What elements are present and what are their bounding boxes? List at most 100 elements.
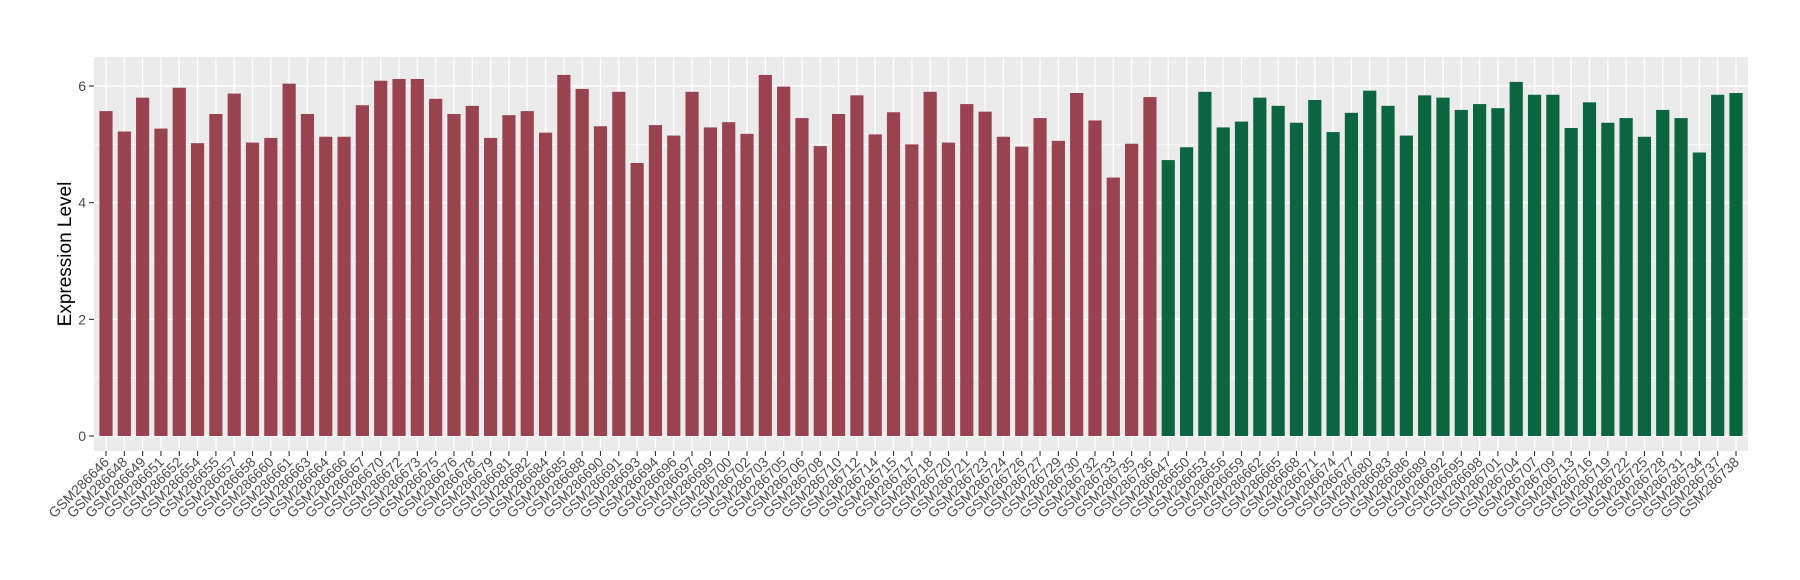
bar — [1088, 120, 1102, 437]
bar — [850, 95, 864, 436]
bar — [502, 115, 516, 437]
bar — [300, 114, 315, 436]
bar — [209, 114, 223, 436]
bar — [1546, 94, 1560, 436]
bar — [996, 136, 1011, 436]
bar — [1253, 97, 1267, 437]
bar — [1656, 109, 1670, 437]
bar — [1711, 94, 1725, 436]
bar — [1289, 122, 1304, 436]
bar — [758, 74, 772, 437]
bar — [1381, 105, 1395, 436]
bar — [1436, 97, 1450, 437]
y-tick-label: 0 — [78, 428, 86, 444]
bar — [1582, 102, 1597, 436]
bar — [813, 146, 827, 436]
bar — [1308, 100, 1322, 436]
bar — [392, 79, 406, 436]
bar — [1179, 147, 1194, 436]
bar — [905, 144, 919, 436]
bar — [886, 112, 901, 436]
bar — [245, 142, 260, 436]
bar — [1326, 132, 1340, 436]
bar — [374, 80, 388, 436]
x-axis: GSM286646GSM286648GSM286649GSM286651GSM2… — [45, 451, 1742, 521]
bar — [612, 91, 626, 436]
bar — [557, 74, 571, 437]
bar — [1601, 122, 1615, 436]
bar — [703, 127, 717, 437]
bar — [264, 137, 278, 437]
bar — [1363, 90, 1377, 437]
bar — [1234, 121, 1249, 436]
bar — [117, 131, 131, 436]
bar — [1216, 127, 1230, 437]
bars — [99, 74, 1743, 437]
bar — [960, 104, 974, 436]
bar — [1125, 143, 1139, 436]
bar — [1418, 95, 1432, 436]
bar — [99, 111, 113, 436]
plot-panel — [94, 57, 1748, 451]
bar — [1619, 118, 1633, 436]
bar — [1344, 112, 1358, 436]
bar — [1033, 118, 1047, 436]
bar — [1051, 140, 1065, 436]
bar — [1198, 91, 1212, 436]
bar — [1454, 109, 1468, 437]
bar — [447, 114, 461, 436]
bar — [538, 132, 553, 437]
bar — [923, 91, 937, 436]
bar — [172, 87, 186, 436]
bar — [1729, 93, 1743, 436]
bar — [831, 114, 846, 436]
bar — [1692, 152, 1706, 436]
bar — [795, 118, 809, 436]
bar — [1399, 135, 1413, 436]
y-axis: 0 2 4 6 — [78, 78, 94, 444]
bar — [355, 105, 369, 436]
bar — [740, 133, 754, 436]
bar — [520, 111, 534, 436]
bar — [1015, 146, 1029, 437]
bar — [685, 91, 699, 436]
bar — [429, 98, 443, 436]
bar — [154, 128, 168, 436]
bar — [1106, 177, 1120, 436]
bar — [1509, 81, 1523, 437]
bar — [282, 83, 296, 437]
bar — [1143, 97, 1157, 436]
y-tick-label: 6 — [78, 78, 86, 94]
bar — [1527, 94, 1542, 436]
bar — [648, 125, 663, 436]
bar — [484, 137, 498, 437]
bar — [465, 105, 479, 436]
bar — [227, 93, 241, 436]
bar — [868, 134, 882, 437]
bar — [1491, 108, 1505, 437]
bar — [319, 136, 333, 436]
bar — [410, 79, 424, 436]
bar — [190, 143, 205, 437]
bar — [667, 135, 681, 436]
bar — [1161, 160, 1175, 436]
bar — [722, 122, 736, 437]
bar — [1674, 118, 1688, 436]
bar — [1637, 136, 1652, 436]
y-tick-label: 2 — [78, 311, 86, 327]
bar — [630, 163, 644, 436]
bar — [575, 88, 589, 437]
bar — [777, 86, 791, 436]
bar — [1070, 93, 1084, 436]
y-tick-label: 4 — [78, 195, 86, 211]
bar — [1564, 128, 1578, 436]
bar — [136, 97, 150, 437]
bar — [337, 136, 351, 436]
bar — [1473, 104, 1487, 436]
bar — [941, 142, 956, 436]
bar — [978, 111, 992, 437]
bar — [593, 126, 608, 436]
y-axis-label: Expression Level — [55, 182, 76, 327]
bar — [1271, 105, 1285, 436]
